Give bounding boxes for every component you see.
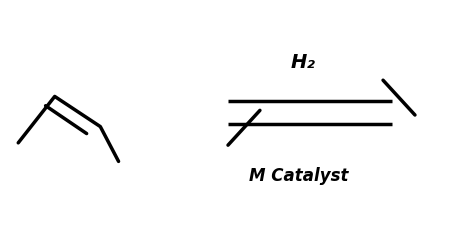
Text: M Catalyst: M Catalyst bbox=[248, 167, 348, 185]
Text: H₂: H₂ bbox=[290, 53, 315, 72]
